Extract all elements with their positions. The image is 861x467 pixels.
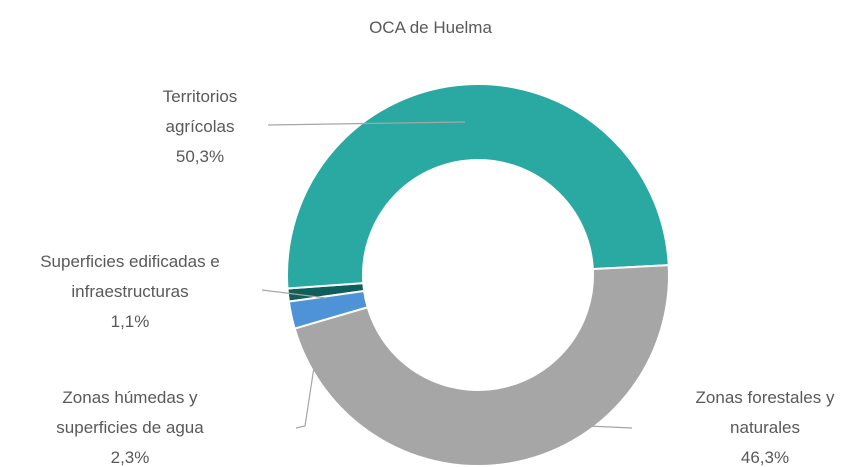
chart-title: OCA de Huelma	[369, 18, 492, 37]
data-label: Zonas forestales y naturales 46,3%	[670, 383, 860, 467]
leader-line	[564, 424, 633, 429]
category-label: Zonas húmedas y superficies de agua	[56, 388, 204, 437]
leader-lines	[261, 121, 633, 429]
data-label: Superficies edificadas e infraestructura…	[5, 247, 255, 337]
donut-slice	[287, 289, 369, 330]
category-label: Superficies edificadas e infraestructura…	[40, 252, 220, 301]
value-label: 50,3%	[175, 147, 225, 166]
data-label: Territorios agrícolas 50,3%	[135, 82, 265, 172]
leader-line	[267, 121, 466, 126]
value-label: 46,3%	[740, 448, 790, 467]
donut-slice	[293, 264, 670, 467]
category-label: Territorios agrícolas	[162, 87, 238, 136]
leader-line	[261, 289, 327, 299]
category-label: Zonas forestales y naturales	[695, 388, 835, 437]
value-label: 2,3%	[110, 448, 150, 467]
value-label: 1,1%	[110, 312, 150, 331]
donut	[286, 83, 670, 467]
leader-line	[295, 327, 321, 429]
data-label: Zonas húmedas y superficies de agua 2,3%	[25, 383, 235, 467]
donut-slice	[286, 83, 670, 290]
